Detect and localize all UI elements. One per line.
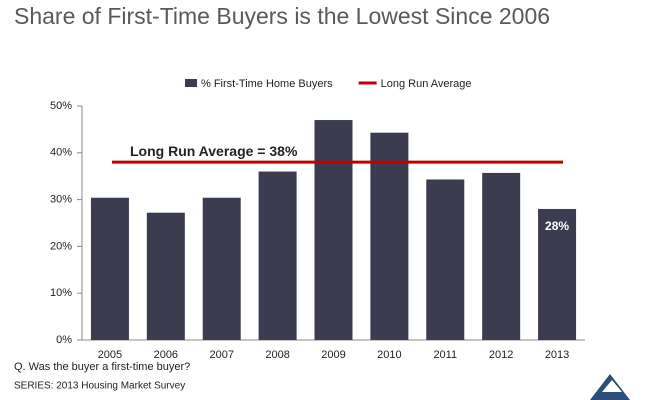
x-tick-label: 2012: [489, 349, 513, 361]
bar: [202, 197, 241, 340]
bar: [258, 171, 297, 340]
annotation: Long Run Average = 38%: [130, 143, 298, 159]
y-tick-label: 20%: [50, 240, 72, 252]
x-tick-label: 2007: [209, 349, 233, 361]
legend-label: Long Run Average: [381, 78, 472, 90]
legend-label: % First-Time Home Buyers: [201, 78, 333, 90]
y-tick-label: 0%: [56, 334, 72, 346]
bar: [90, 197, 129, 340]
x-tick-label: 2010: [377, 349, 401, 361]
bar: [370, 132, 409, 340]
y-tick-label: 10%: [50, 287, 72, 299]
y-tick-label: 40%: [50, 147, 72, 159]
y-tick-label: 30%: [50, 194, 72, 206]
logo: [590, 374, 630, 400]
x-tick-label: 2011: [433, 349, 457, 361]
y-tick-label: 50%: [50, 100, 72, 112]
x-tick-label: 2013: [545, 349, 569, 361]
legend-swatch: [185, 79, 197, 87]
x-tick-label: 2005: [98, 349, 122, 361]
data-label: 28%: [545, 219, 569, 233]
x-tick-label: 2009: [321, 349, 345, 361]
note: Q. Was the buyer a first-time buyer?: [14, 361, 190, 373]
bar: [314, 120, 353, 340]
bar: [146, 212, 185, 340]
note: SERIES: 2013 Housing Market Survey: [14, 381, 185, 392]
x-tick-label: 2008: [265, 349, 289, 361]
bar: [426, 179, 465, 340]
bar: [538, 208, 577, 340]
bar: [482, 172, 521, 340]
x-tick-label: 2006: [154, 349, 178, 361]
chart-title: Share of First-Time Buyers is the Lowest…: [14, 3, 550, 29]
